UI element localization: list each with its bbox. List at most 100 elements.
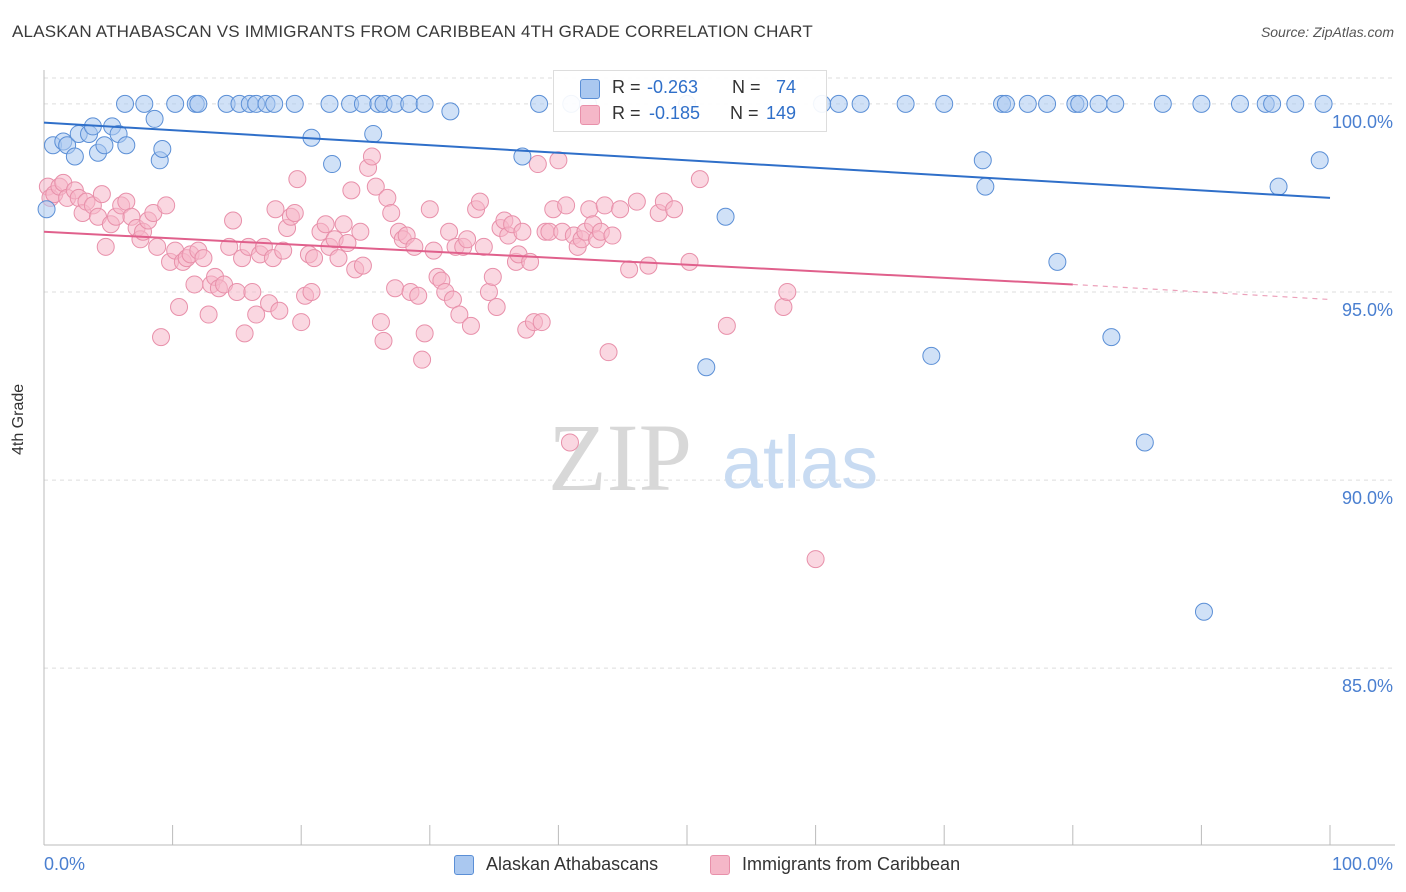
data-point-alaskan-athabascans [851,94,870,113]
stats-r-label-blue: R = [612,77,641,97]
data-point-immigrants-from-caribbean [405,237,424,256]
data-point-immigrants-from-caribbean [461,316,480,335]
data-point-immigrants-from-caribbean [274,241,293,260]
data-point-immigrants-from-caribbean [479,282,498,301]
data-point-immigrants-from-caribbean [470,192,489,211]
trend-line-alaskan-athabascans [43,121,1331,199]
data-point-immigrants-from-caribbean [334,215,353,234]
data-point-alaskan-athabascans [441,102,460,121]
data-point-alaskan-athabascans [976,177,995,196]
data-point-immigrants-from-caribbean [194,249,213,268]
data-point-immigrants-from-caribbean [157,196,176,215]
data-point-alaskan-athabascans [353,94,372,113]
data-point-alaskan-athabascans [1106,94,1125,113]
y-axis-label: 4th Grade [10,383,27,455]
data-point-immigrants-from-caribbean [560,433,579,452]
data-point-immigrants-from-caribbean [532,313,551,332]
data-point-immigrants-from-caribbean [302,282,321,301]
data-point-alaskan-athabascans [996,94,1015,113]
blue-series-points [37,94,1333,621]
data-point-alaskan-athabascans [530,94,549,113]
axes [43,70,1395,846]
data-point-immigrants-from-caribbean [513,222,532,241]
source-label: Source: ZipAtlas.com [1260,24,1394,40]
y-tick-label: 90.0% [1342,488,1393,508]
data-point-alaskan-athabascans [189,94,208,113]
data-point-immigrants-from-caribbean [580,200,599,219]
data-point-alaskan-athabascans [1048,252,1067,271]
data-point-immigrants-from-caribbean [362,147,381,166]
data-point-alaskan-athabascans [145,109,164,128]
data-point-immigrants-from-caribbean [595,196,614,215]
data-point-immigrants-from-caribbean [148,237,167,256]
data-point-immigrants-from-caribbean [266,200,285,219]
data-point-alaskan-athabascans [1194,602,1213,621]
data-point-immigrants-from-caribbean [353,256,372,275]
data-point-immigrants-from-caribbean [774,298,793,317]
data-point-immigrants-from-caribbean [382,203,401,222]
data-point-alaskan-athabascans [973,151,992,170]
legend: Alaskan Athabascans Immigrants from Cari… [0,850,1406,880]
trend-line-immigrants-from-caribbean [43,230,1073,286]
data-point-alaskan-athabascans [117,136,136,155]
data-point-immigrants-from-caribbean [627,192,646,211]
data-point-alaskan-athabascans [1314,94,1333,113]
pink-series-points [38,147,825,569]
data-point-immigrants-from-caribbean [483,267,502,286]
data-point-immigrants-from-caribbean [235,324,254,343]
data-point-alaskan-athabascans [1192,94,1211,113]
data-point-alaskan-athabascans [265,94,284,113]
data-point-alaskan-athabascans [95,136,114,155]
legend-label-blue: Alaskan Athabascans [486,854,659,874]
data-point-immigrants-from-caribbean [806,550,825,569]
data-point-immigrants-from-caribbean [443,290,462,309]
y-tick-label: 95.0% [1342,300,1393,320]
data-point-immigrants-from-caribbean [371,313,390,332]
data-point-alaskan-athabascans [1135,433,1154,452]
data-point-alaskan-athabascans [1286,94,1305,113]
data-point-immigrants-from-caribbean [270,301,289,320]
data-point-immigrants-from-caribbean [680,252,699,271]
data-point-alaskan-athabascans [922,346,941,365]
data-point-immigrants-from-caribbean [366,177,385,196]
data-point-immigrants-from-caribbean [117,192,136,211]
data-point-alaskan-athabascans [1102,328,1121,347]
data-point-immigrants-from-caribbean [690,170,709,189]
data-point-alaskan-athabascans [1089,94,1108,113]
legend-item-alaskan-athabascans[interactable]: Alaskan Athabascans [454,854,658,875]
data-point-immigrants-from-caribbean [292,313,311,332]
stats-box: R = -0.263 N = 74 R = -0.185 N = 149 [553,70,827,132]
data-point-immigrants-from-caribbean [378,188,397,207]
data-point-alaskan-athabascans [697,358,716,377]
data-point-alaskan-athabascans [935,94,954,113]
data-point-alaskan-athabascans [320,94,339,113]
data-point-immigrants-from-caribbean [413,350,432,369]
data-point-immigrants-from-caribbean [717,316,736,335]
chart-title: ALASKAN ATHABASCAN VS IMMIGRANTS FROM CA… [12,22,813,41]
data-point-alaskan-athabascans [1269,177,1288,196]
data-point-immigrants-from-caribbean [92,185,111,204]
data-point-alaskan-athabascans [116,94,135,113]
data-point-immigrants-from-caribbean [409,286,428,305]
data-point-alaskan-athabascans [1018,94,1037,113]
data-point-alaskan-athabascans [829,94,848,113]
stats-r-label-pink: R = [612,103,641,123]
data-point-immigrants-from-caribbean [305,249,324,268]
data-point-alaskan-athabascans [415,94,434,113]
data-point-alaskan-athabascans [513,147,532,166]
data-point-immigrants-from-caribbean [611,200,630,219]
data-point-alaskan-athabascans [1263,94,1282,113]
data-point-alaskan-athabascans [1230,94,1249,113]
legend-item-immigrants-from-caribbean[interactable]: Immigrants from Caribbean [710,854,960,875]
trend-line-extension-immigrants-from-caribbean [1072,283,1331,301]
data-point-alaskan-athabascans [1038,94,1057,113]
data-point-immigrants-from-caribbean [557,196,576,215]
data-point-alaskan-athabascans [65,147,84,166]
legend-label-pink: Immigrants from Caribbean [742,854,961,874]
legend-swatch-blue [454,854,474,875]
data-point-immigrants-from-caribbean [152,328,171,347]
stats-n-value-blue: 74 [776,77,797,97]
data-point-alaskan-athabascans [716,207,735,226]
data-point-immigrants-from-caribbean [450,305,469,324]
